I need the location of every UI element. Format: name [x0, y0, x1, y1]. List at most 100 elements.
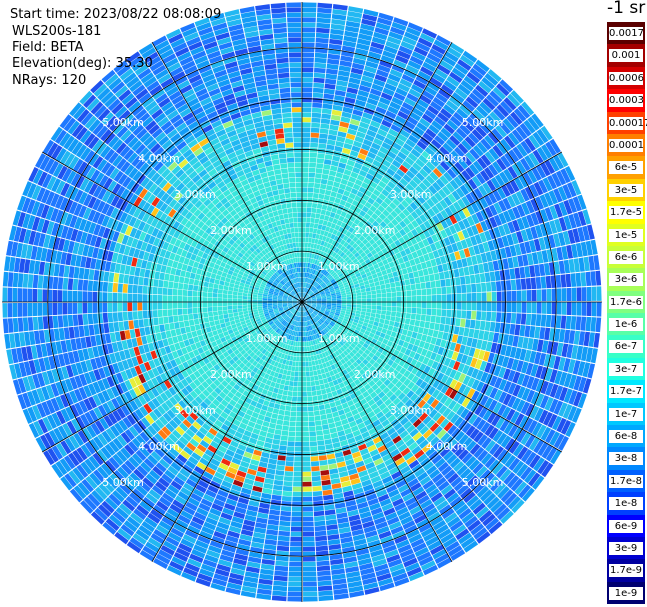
- range-gate-cell: [512, 443, 524, 457]
- range-gate-cell: [332, 9, 348, 16]
- range-gate-cell: [392, 572, 408, 582]
- range-gate-cell: [520, 157, 531, 172]
- range-gate-cell: [182, 534, 197, 544]
- range-gate-cell: [335, 330, 341, 336]
- range-gate-cell: [333, 588, 349, 595]
- range-gate-cell: [320, 414, 327, 421]
- range-gate-cell: [384, 319, 390, 325]
- range-gate-cell: [412, 486, 425, 497]
- range-gate-cell: [314, 62, 327, 69]
- range-gate-cell: [311, 345, 315, 351]
- range-gate-cell: [280, 435, 288, 441]
- range-gate-cell: [390, 311, 397, 317]
- range-gate-cell: [391, 21, 407, 31]
- range-gate-cell: [279, 336, 284, 342]
- range-gate-cell: [328, 381, 335, 388]
- range-gate-cell: [315, 168, 323, 174]
- range-gate-cell: [391, 306, 397, 312]
- range-gate-cell: [388, 261, 395, 268]
- range-gate-cell: [391, 361, 399, 370]
- range-gate-cell: [374, 74, 388, 83]
- range-gate-cell: [295, 361, 299, 367]
- range-gate-cell: [361, 75, 374, 83]
- range-gate-cell: [187, 558, 202, 568]
- range-gate-cell: [505, 312, 512, 324]
- range-gate-cell: [319, 409, 326, 416]
- range-gate-cell: [336, 270, 343, 276]
- range-gate-cell: [329, 322, 335, 327]
- range-gate-cell: [290, 531, 302, 537]
- range-gate-cell: [383, 378, 391, 387]
- range-gate-cell: [422, 564, 439, 576]
- range-gate-cell: [359, 198, 367, 206]
- range-gate-cell: [375, 197, 384, 205]
- range-gate-cell: [386, 484, 398, 494]
- range-gate-cell: [303, 282, 305, 288]
- range-gate-cell: [302, 401, 308, 407]
- range-gate-cell: [361, 273, 367, 279]
- range-gate-cell: [435, 316, 441, 324]
- range-gate-cell: [456, 484, 470, 496]
- range-gate-cell: [372, 228, 380, 235]
- range-gate-cell: [452, 361, 461, 371]
- range-gate-cell: [372, 480, 384, 489]
- range-gate-cell: [302, 511, 314, 517]
- range-gate-cell: [469, 163, 480, 175]
- range-gate-cell: [520, 140, 532, 155]
- range-gate-cell: [341, 402, 349, 409]
- range-gate-cell: [308, 325, 312, 331]
- range-gate-cell: [332, 104, 343, 112]
- range-gate-cell: [381, 288, 387, 294]
- range-gate-cell: [548, 355, 556, 369]
- range-gate-cell: [407, 152, 418, 162]
- range-gate-cell: [401, 291, 407, 297]
- range-gate-cell: [305, 366, 310, 372]
- range-gate-cell: [363, 318, 370, 324]
- range-gate-cell: [336, 231, 342, 237]
- range-gate-cell: [306, 326, 309, 332]
- range-gate-cell: [362, 13, 378, 22]
- range-gate-cell: [372, 368, 380, 376]
- range-gate-cell: [273, 575, 288, 582]
- range-gate-cell: [349, 404, 357, 412]
- range-gate-cell: [394, 388, 403, 397]
- range-gate-cell: [429, 101, 443, 112]
- range-gate-cell: [312, 280, 316, 286]
- range-gate-cell: [302, 157, 310, 163]
- range-gate-cell: [328, 261, 334, 267]
- range-gate-cell: [339, 60, 352, 68]
- range-gate-cell: [302, 222, 306, 228]
- range-gate-cell: [361, 325, 367, 331]
- range-gate-cell: [498, 212, 507, 225]
- range-gate-cell: [476, 311, 482, 321]
- range-gate-cell: [329, 250, 335, 256]
- range-gate-cell: [360, 567, 375, 576]
- range-gate-cell: [336, 297, 342, 301]
- range-gate-cell: [329, 401, 336, 408]
- range-gate-cell: [500, 510, 514, 524]
- range-gate-cell: [268, 422, 277, 429]
- range-gate-cell: [346, 291, 351, 295]
- range-gate-cell: [314, 290, 319, 294]
- range-gate-cell: [417, 240, 425, 249]
- range-gate-cell: [531, 377, 540, 391]
- range-gate-cell: [342, 106, 353, 114]
- range-gate-cell: [521, 374, 530, 388]
- range-gate-cell: [482, 118, 495, 131]
- range-gate-cell: [596, 302, 602, 317]
- range-gate-cell: [337, 348, 343, 355]
- range-gate-cell: [316, 369, 322, 375]
- range-gate-cell: [381, 306, 387, 311]
- range-gate-cell: [330, 119, 340, 126]
- range-gate-cell: [327, 458, 337, 465]
- range-gate-cell: [310, 274, 314, 280]
- range-gate-cell: [340, 312, 346, 316]
- range-gate-cell: [323, 277, 328, 282]
- range-gate-cell: [273, 479, 284, 486]
- range-gate-cell: [525, 362, 534, 376]
- range-gate-cell: [314, 52, 328, 59]
- range-gate-cell: [401, 329, 408, 336]
- range-gate-cell: [266, 432, 274, 439]
- range-gate-cell: [396, 506, 409, 516]
- range-gate-cell: [390, 26, 405, 36]
